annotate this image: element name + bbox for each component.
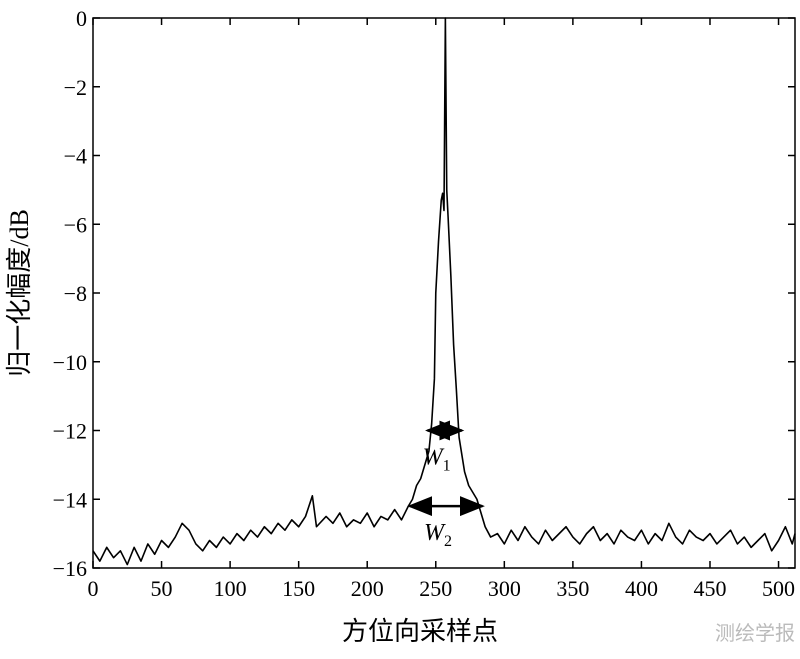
x-tick-label: 250 — [419, 576, 452, 601]
data-line — [92, 17, 796, 566]
y-tick-label: −12 — [53, 419, 87, 444]
x-tick-label: 450 — [693, 576, 726, 601]
x-tick-label: 300 — [488, 576, 521, 601]
y-tick-label: −6 — [64, 212, 87, 237]
x-axis-label: 方位向采样点 — [342, 617, 498, 646]
x-tick-label: 200 — [351, 576, 384, 601]
width-label-main: W — [424, 520, 446, 546]
width-label-main: W — [423, 445, 445, 471]
x-tick-label: 150 — [282, 576, 315, 601]
y-tick-label: −4 — [64, 144, 87, 169]
width-label: W2 — [424, 520, 452, 550]
x-tick-label: 350 — [556, 576, 589, 601]
plot-frame — [92, 17, 796, 569]
y-tick-label: −14 — [53, 487, 87, 512]
width-label-sub: 1 — [443, 458, 451, 475]
y-tick-label: −8 — [64, 281, 87, 306]
width-label-sub: 2 — [444, 533, 452, 550]
watermark: 测绘学报 — [715, 622, 795, 645]
y-axis-label: 归一化幅度/dB — [5, 209, 34, 377]
x-tick-label: 0 — [88, 576, 99, 601]
x-tick-label: 500 — [762, 576, 795, 601]
width-label: W1 — [423, 445, 451, 475]
y-tick-label: −10 — [53, 350, 87, 375]
y-tick-label: −16 — [53, 556, 87, 581]
y-tick-label: −2 — [64, 75, 87, 100]
x-tick-label: 400 — [625, 576, 658, 601]
x-tick-label: 50 — [151, 576, 173, 601]
x-tick-label: 100 — [214, 576, 247, 601]
y-tick-label: 0 — [76, 6, 87, 31]
